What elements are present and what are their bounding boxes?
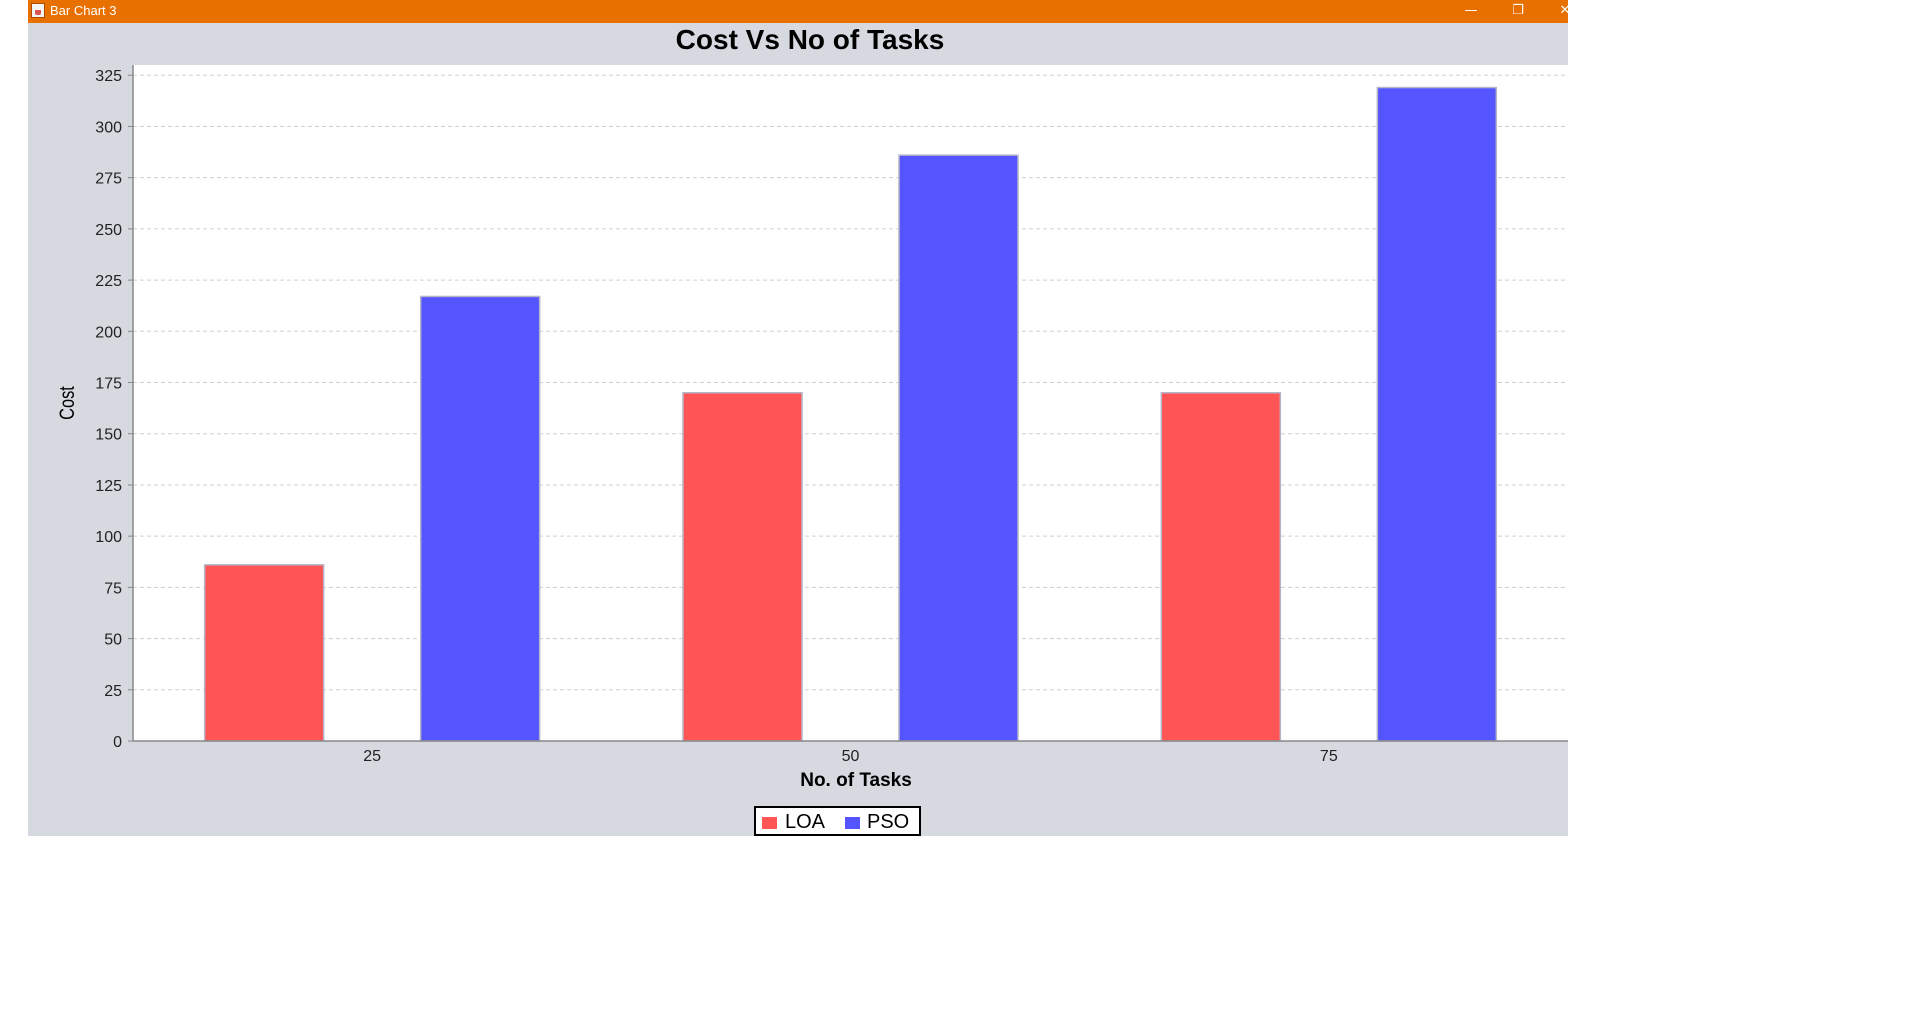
plot-area [133,65,1568,741]
bar-pso-25 [419,295,541,742]
y-tick-labels: 0 25 50 75 100 125 150 175 200 225 250 275 300 325 [95,68,133,751]
y-tick-label: 25 [104,683,122,700]
legend-swatch-loa [762,817,777,829]
y-tick-label: 300 [95,119,122,136]
chart-legend: LOA PSO [754,806,921,836]
bar-pso-50 [898,154,1019,742]
x-tick-label: 25 [363,748,381,765]
y-tick-label: 100 [95,529,122,546]
window-title: Bar Chart 3 [50,3,117,18]
bar-loa-25 [203,564,325,742]
x-tick-label: 50 [842,748,860,765]
chart-title: Cost Vs No of Tasks [675,24,945,55]
y-tick-label: 175 [95,376,122,393]
y-tick-label: 225 [95,273,122,290]
y-tick-label: 0 [113,734,122,751]
y-tick-label: 125 [95,478,122,495]
y-tick-label: 150 [95,427,122,444]
minimize-button[interactable]: — [1464,3,1478,18]
java-app-icon [31,3,45,18]
bar-loa-50 [682,392,803,742]
y-tick-label: 250 [95,222,122,239]
close-button[interactable]: ✕ [1559,3,1571,18]
bar-chart: 0 25 50 75 100 125 150 175 200 225 250 275 300 325 25… [55,65,1568,791]
x-tick-label: 75 [1320,748,1338,765]
y-tick-label: 275 [95,171,122,188]
y-axis-label: Cost [55,385,78,419]
y-tick-label: 325 [95,68,122,85]
y-tick-label: 200 [95,324,122,341]
bar-loa-75 [1160,392,1282,742]
y-tick-label: 50 [104,632,122,649]
restore-button[interactable]: ❐ [1512,3,1524,18]
legend-swatch-pso [845,817,860,829]
bars [203,86,1498,742]
y-tick-label: 75 [104,580,122,597]
bar-pso-75 [1376,86,1498,742]
app-window: Bar Chart 3 — ❐ ✕ Cost Vs No of Tasks 0 2… [28,0,1570,836]
legend-label-loa: LOA [785,811,826,833]
legend-label-pso: PSO [867,811,910,833]
title-bar[interactable]: Bar Chart 3 — ❐ ✕ [28,0,1570,23]
gridlines [133,74,1568,691]
x-axis-label: No. of Tasks [800,770,912,791]
x-tick-labels: 25 50 75 [363,748,1338,765]
